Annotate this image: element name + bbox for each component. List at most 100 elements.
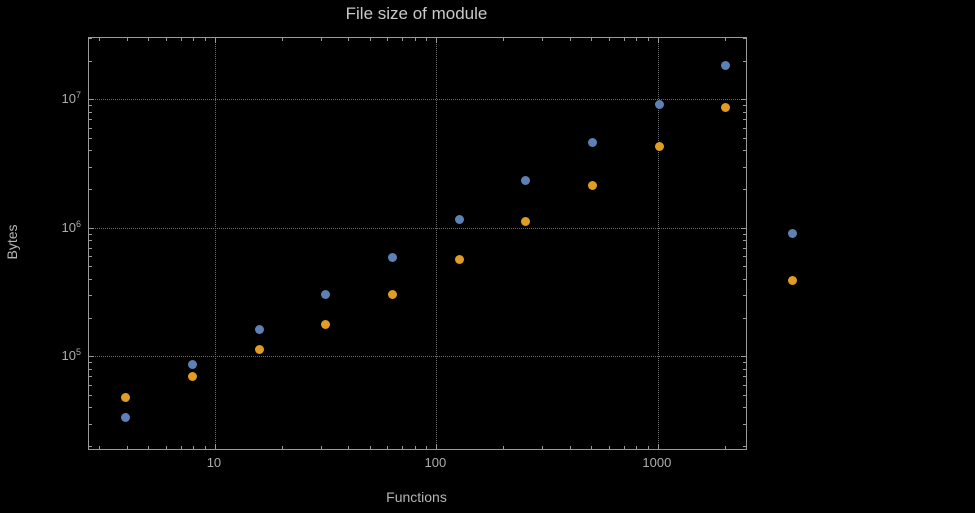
y-axis-tick (89, 189, 92, 191)
x-tick-label: 10 (206, 455, 222, 470)
gridline-vertical (214, 38, 216, 449)
y-axis-tick (743, 240, 746, 242)
y-axis-tick (743, 111, 746, 113)
y-axis-tick (89, 105, 92, 107)
x-axis-tick (623, 446, 625, 449)
y-axis-tick (743, 266, 746, 268)
data-point-series-2-orange (787, 276, 797, 286)
y-axis-tick (89, 266, 92, 268)
y-axis-tick (89, 395, 92, 396)
y-axis-tick (743, 127, 746, 129)
y-axis-tick (743, 423, 746, 425)
y-axis-tick (743, 384, 746, 386)
y-axis-tick (743, 233, 746, 235)
x-axis-tick (387, 38, 389, 41)
x-axis-tick (414, 446, 416, 449)
x-axis-tick (126, 38, 128, 41)
data-point-series-1-blue (454, 214, 464, 224)
x-axis-tick (369, 446, 371, 449)
x-axis-tick (426, 446, 428, 449)
y-axis-tick (743, 368, 746, 370)
y-axis-tick (741, 227, 746, 229)
data-point-series-2-orange (321, 319, 331, 329)
gridline-horizontal (89, 227, 746, 229)
y-axis-tick (743, 446, 746, 448)
x-axis-tick (180, 38, 182, 41)
x-axis-tick (193, 446, 195, 449)
data-point-series-2-orange (521, 216, 531, 226)
x-axis-tick (647, 38, 649, 41)
data-point-series-1-blue (787, 229, 797, 239)
y-axis-tick (743, 295, 746, 296)
y-axis-tick (89, 376, 92, 378)
x-axis-tick (387, 446, 389, 449)
y-axis-tick (89, 233, 92, 235)
x-axis-tick (402, 446, 404, 449)
data-point-series-2-orange (121, 392, 131, 402)
y-axis-tick (89, 356, 94, 358)
y-tick-label: 107 (61, 90, 81, 107)
y-tick-label: 106 (61, 218, 81, 235)
x-axis-tick (724, 38, 726, 41)
x-axis-tick (436, 444, 438, 449)
data-point-series-1-blue (587, 138, 597, 148)
y-axis-tick (89, 384, 92, 386)
x-axis-tick (214, 38, 216, 43)
x-axis-tick (204, 446, 206, 449)
y-axis-tick (743, 60, 746, 62)
data-point-series-1-blue (654, 99, 664, 109)
y-axis-tick (89, 60, 92, 62)
data-point-series-1-blue (321, 289, 331, 299)
x-axis-tick (402, 38, 404, 41)
y-axis-tick (89, 295, 92, 296)
x-axis-tick (148, 446, 150, 449)
y-axis-tick (743, 38, 746, 39)
y-axis-tick (89, 38, 92, 39)
x-axis-tick (148, 38, 150, 41)
y-axis-tick (89, 150, 92, 152)
y-axis-tick (89, 362, 92, 364)
x-axis-tick (204, 38, 206, 41)
y-axis-tick (743, 119, 746, 121)
x-axis-tick (414, 38, 416, 41)
x-axis-tick (569, 446, 571, 449)
x-axis-tick (436, 38, 438, 43)
x-axis-tick (180, 446, 182, 449)
y-axis-tick (89, 247, 92, 249)
x-axis-tick (126, 446, 128, 449)
y-axis-tick (741, 356, 746, 358)
data-point-series-2-orange (454, 254, 464, 264)
y-axis-tick (89, 127, 92, 129)
y-axis-tick (89, 407, 92, 409)
x-axis-tick (542, 446, 544, 449)
data-point-series-2-orange (721, 102, 731, 112)
x-axis-label: Functions (386, 489, 447, 505)
data-point-series-1-blue (187, 359, 197, 369)
data-point-series-1-blue (387, 252, 397, 262)
gridline-vertical (657, 38, 659, 449)
gridline-horizontal (89, 99, 746, 101)
y-axis-tick (89, 137, 92, 139)
plot-area (88, 37, 747, 450)
x-axis-tick (369, 38, 371, 41)
data-point-series-2-orange (187, 372, 197, 382)
chart-title: File size of module (345, 4, 488, 23)
y-tick-label: 105 (61, 347, 81, 364)
x-tick-label: 1000 (642, 455, 672, 470)
x-axis-tick (608, 446, 610, 449)
data-point-series-2-orange (254, 345, 264, 355)
x-axis-tick (426, 38, 428, 41)
x-axis-tick (608, 38, 610, 41)
x-axis-tick (569, 38, 571, 41)
x-axis-tick (591, 38, 593, 41)
y-axis-tick (743, 247, 746, 249)
x-axis-tick (636, 38, 638, 41)
x-axis-tick (99, 446, 101, 449)
gridline-vertical (436, 38, 438, 449)
y-axis-tick (89, 256, 92, 258)
x-axis-tick (503, 38, 505, 41)
x-axis-tick (99, 38, 101, 41)
y-axis-tick (743, 256, 746, 258)
y-axis-tick (89, 240, 92, 242)
x-axis-tick (214, 444, 216, 449)
